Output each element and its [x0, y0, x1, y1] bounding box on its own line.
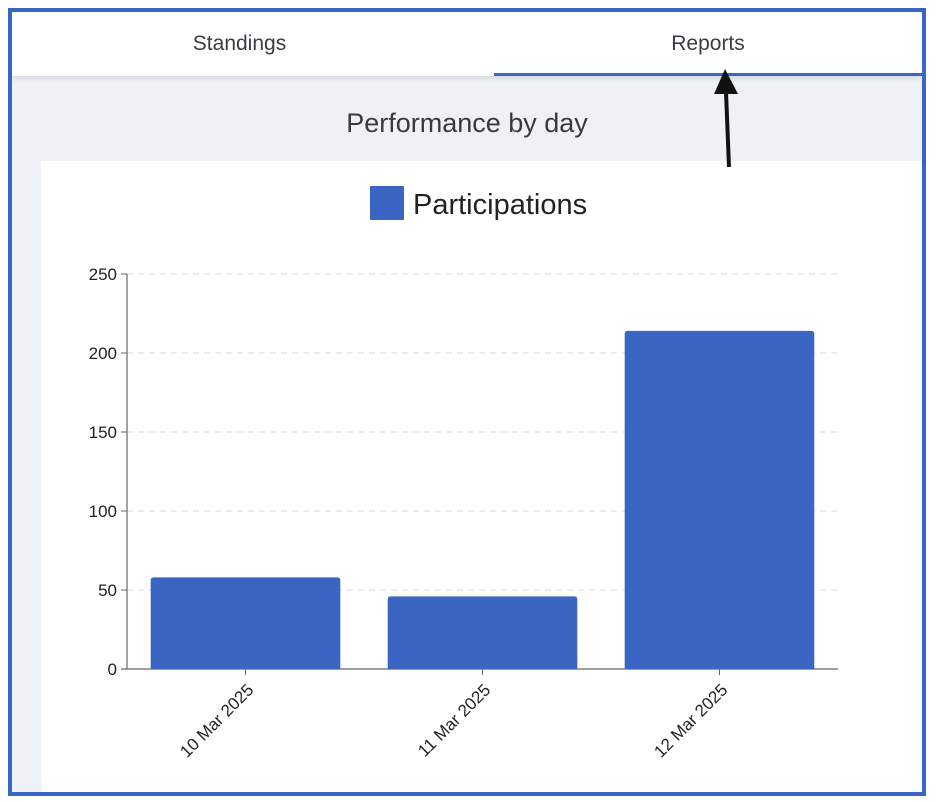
y-tick-label: 150 [89, 423, 117, 442]
y-tick-label: 50 [98, 581, 117, 600]
chart-legend: Participations [370, 186, 587, 221]
x-tick-label: 10 Mar 2025 [176, 680, 257, 761]
app-frame: Standings Reports Performance by day Par… [8, 8, 926, 796]
bar [387, 596, 578, 669]
y-tick-label: 250 [89, 265, 117, 284]
bars [150, 330, 815, 669]
y-tick-label: 100 [89, 502, 117, 521]
tab-bar: Standings Reports [12, 12, 922, 76]
bar-chart: Participations 0 50 100 150 200 250 10 Mar 20… [89, 186, 838, 761]
y-tick-labels: 0 50 100 150 200 250 [89, 265, 117, 679]
tab-reports[interactable]: Reports [494, 12, 922, 76]
y-tick-label: 0 [108, 660, 117, 679]
grid-lines [127, 273, 838, 591]
x-tick-label: 12 Mar 2025 [650, 680, 731, 761]
bar [150, 577, 341, 669]
legend-swatch [370, 186, 404, 220]
legend-label: Participations [413, 189, 587, 221]
x-tick-label: 11 Mar 2025 [414, 680, 494, 760]
tab-standings[interactable]: Standings [192, 32, 287, 55]
chart-card: Participations 0 50 100 150 200 250 10 Mar 20… [41, 161, 922, 792]
page-title: Performance by day [346, 108, 588, 138]
y-tick-label: 200 [89, 344, 117, 363]
bar [624, 330, 815, 669]
x-tick-labels: 10 Mar 2025 11 Mar 2025 12 Mar 2025 [176, 680, 731, 761]
